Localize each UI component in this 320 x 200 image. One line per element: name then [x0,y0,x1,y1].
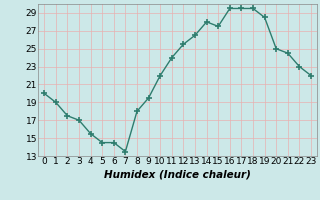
X-axis label: Humidex (Indice chaleur): Humidex (Indice chaleur) [104,169,251,179]
